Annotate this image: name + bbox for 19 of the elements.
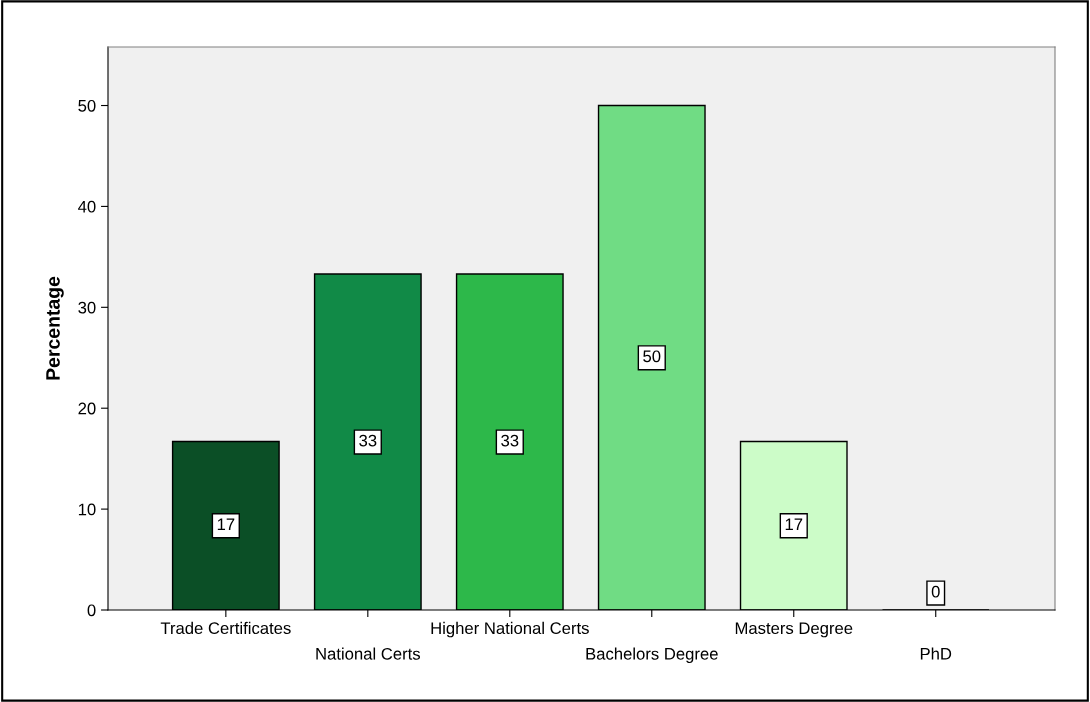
- x-tick-label: National Certs: [316, 647, 421, 660]
- x-tick-label: Bachelors Degree: [586, 647, 718, 664]
- x-tick-label: PhD: [920, 647, 952, 660]
- data-label: 17: [785, 518, 803, 531]
- x-tick-label: Higher National Certs: [431, 621, 589, 638]
- data-label: 33: [359, 434, 377, 447]
- y-axis-title: Percentage: [46, 276, 64, 380]
- x-tick-label: Masters Degree: [735, 622, 853, 638]
- data-label: 17: [217, 518, 235, 531]
- data-label: 0: [931, 585, 940, 598]
- data-label: 33: [501, 434, 519, 447]
- y-tick-label: 10: [78, 503, 96, 516]
- y-tick-label: 40: [78, 200, 96, 213]
- y-tick-label: 50: [78, 99, 96, 112]
- x-tick-label: Trade Certificates: [160, 621, 291, 635]
- y-tick-label: 20: [78, 402, 96, 415]
- y-tick-label: 30: [78, 301, 96, 314]
- data-label: 50: [643, 350, 661, 363]
- y-tick-label: 0: [87, 604, 96, 617]
